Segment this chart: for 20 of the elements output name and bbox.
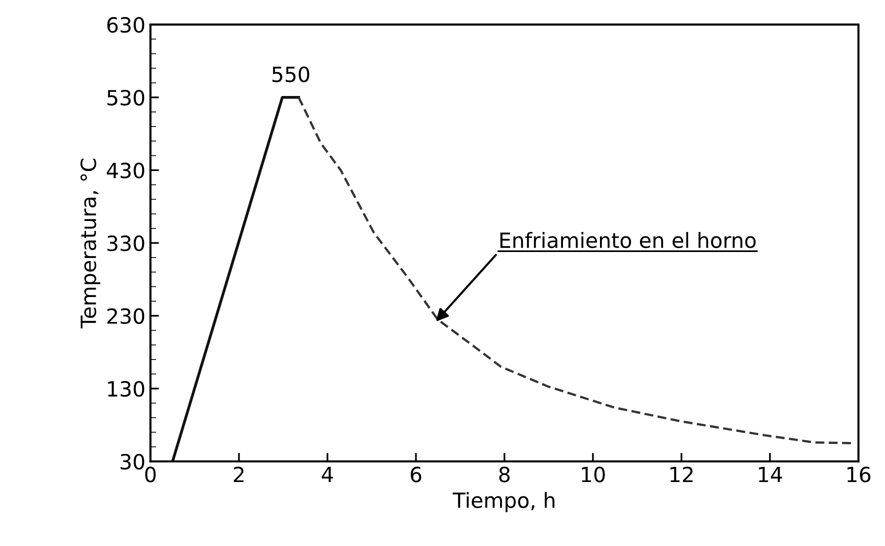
y-tick-label: 430 (106, 162, 144, 178)
x-tick-label: 2 (234, 466, 244, 482)
x-tick-label: 16 (847, 466, 870, 482)
y-tick-label: 30 (120, 454, 144, 470)
y-tick-label: 630 (107, 17, 144, 33)
x-tick-label: 4 (322, 466, 333, 482)
x-tick-label: 8 (499, 466, 510, 482)
annotation: 550 (272, 66, 310, 82)
x-tick-label: 12 (670, 466, 693, 482)
annotation: Enfriamiento en el horno (500, 232, 756, 248)
x-axis-title: Tiempo, h (452, 492, 554, 512)
x-tick-label: 6 (410, 466, 422, 482)
y-tick-label: 130 (108, 381, 144, 397)
x-tick-label: 0 (145, 466, 156, 482)
y-axis-title: Temperatura, °C (80, 158, 100, 328)
y-tick-label: 230 (107, 308, 144, 324)
y-tick-label: 530 (107, 90, 144, 106)
x-tick-label: 10 (582, 466, 605, 482)
y-tick-label: 330 (107, 235, 144, 252)
x-tick-label: 14 (758, 466, 782, 482)
